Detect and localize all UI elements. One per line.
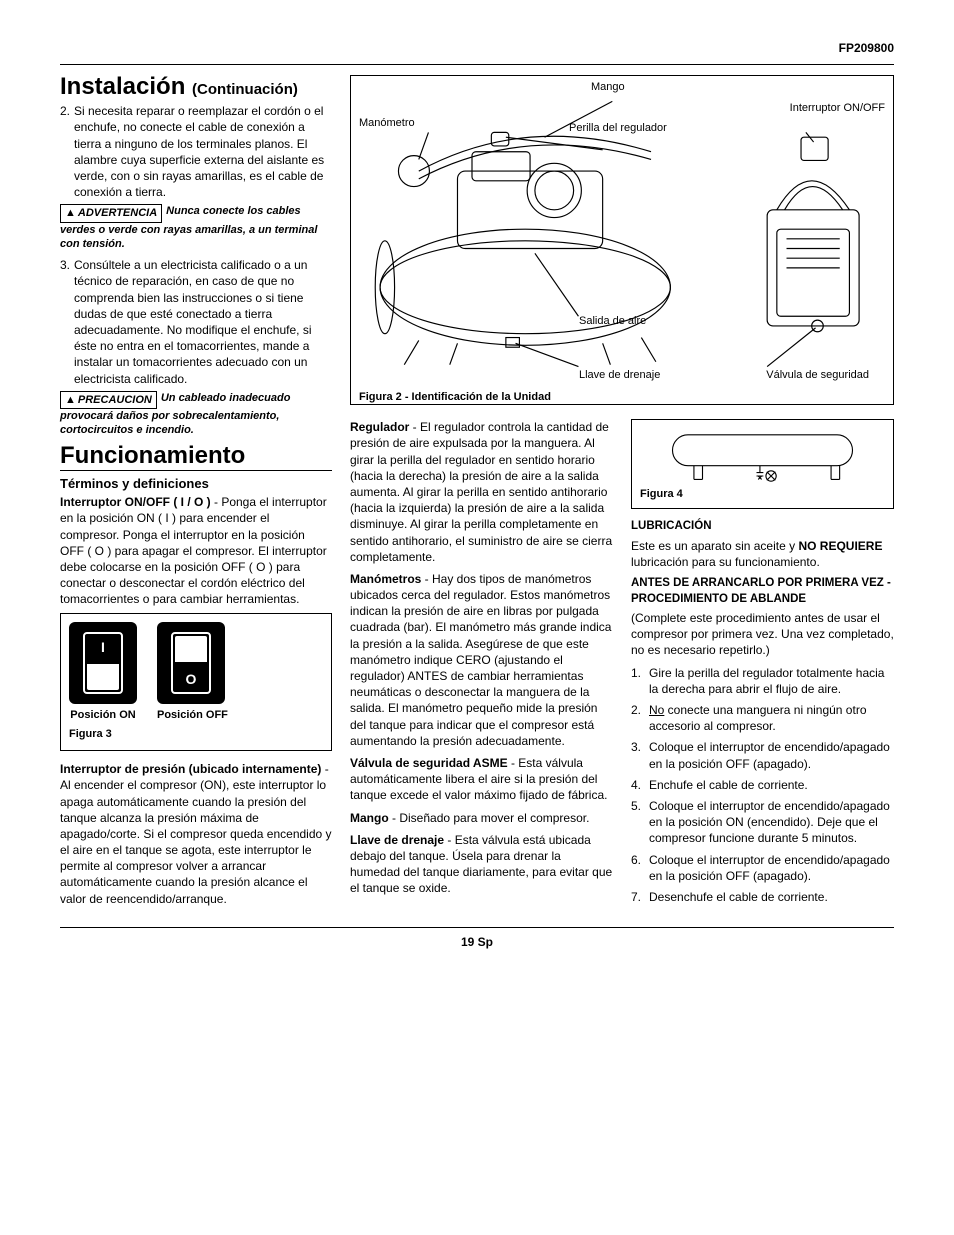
tank-underside-diagram [640,428,885,488]
para-valvula: Válvula de seguridad ASME - Esta válvula… [350,755,613,804]
procedimiento-intro: (Complete este procedimiento antes de us… [631,610,894,659]
switch-off-icon [157,622,225,704]
install-item-3: 3. Consúltele a un electricista califica… [60,257,332,387]
para-onoff: Interruptor ON/OFF ( I / O ) - Ponga el … [60,494,332,607]
warning-advertencia: ▲ADVERTENCIANunca conecte los cables ver… [60,204,332,251]
label-valvula: Válvula de seguridad [766,368,869,383]
step-5: 5.Coloque el interruptor de encendido/ap… [631,798,894,847]
lubricacion-text: Este es un aparato sin aceite y NO REQUI… [631,538,894,570]
figure-4-caption: Figura 4 [640,487,683,502]
para-llave: Llave de drenaje - Esta válvula está ubi… [350,832,613,897]
figure-2: Mango Manómetro Perilla del regulador In… [350,75,894,405]
procedimiento-steps: 1.Gire la perilla del regulador totalmen… [631,665,894,905]
step-3: 3.Coloque el interruptor de encendido/ap… [631,739,894,771]
label-mango: Mango [591,80,625,95]
para-regulador: Regulador - El regulador controla la can… [350,419,613,565]
install-list-3: 3. Consúltele a un electricista califica… [60,257,332,387]
warning-triangle-icon: ▲ [65,206,76,220]
label-llave: Llave de drenaje [579,368,660,383]
warning-precaucion: ▲PRECAUCIONUn cableado inadecuado provoc… [60,391,332,438]
step-2: 2.No conecte una manguera ni ningún otro… [631,702,894,734]
page-number: 19 Sp [60,927,894,950]
terms-heading: Términos y definiciones [60,475,332,493]
lubricacion-head: LUBRICACIÓN [631,519,894,535]
label-perilla: Perilla del regulador [569,122,667,134]
para-mango: Mango - Diseñado para mover el compresor… [350,810,613,826]
doc-id: FP209800 [60,40,894,56]
install-list: 2. Si necesita reparar o reemplazar el c… [60,103,332,200]
figure-4: Figura 4 [631,419,894,509]
h1-funcionamiento: Funcionamiento [60,444,332,471]
label-salida: Salida de aire [579,314,646,329]
switch-on-icon [69,622,137,704]
warning-triangle-icon: ▲ [65,393,76,407]
step-4: 4.Enchufe el cable de corriente. [631,777,894,793]
para-manometros: Manómetros - Hay dos tipos de manómetros… [350,571,613,749]
figure-3: Posición ON Posición OFF Figura 3 [60,613,332,751]
label-interruptor: Interruptor ON/OFF [790,102,885,114]
step-7: 7.Desenchufe el cable de corriente. [631,889,894,905]
label-manometro: Manómetro [359,116,415,131]
top-rule [60,64,894,65]
h1-instalacion: Instalación (Continuación) [60,75,332,99]
para-presion: Interruptor de presión (ubicado internam… [60,761,332,907]
step-6: 6.Coloque el interruptor de encendido/ap… [631,852,894,884]
install-item-2: 2. Si necesita reparar o reemplazar el c… [60,103,332,200]
step-1: 1.Gire la perilla del regulador totalmen… [631,665,894,697]
figure-2-caption: Figura 2 - Identificación de la Unidad [359,390,885,405]
procedimiento-head: ANTES DE ARRANCARLO POR PRIMERA VEZ - PR… [631,576,894,607]
